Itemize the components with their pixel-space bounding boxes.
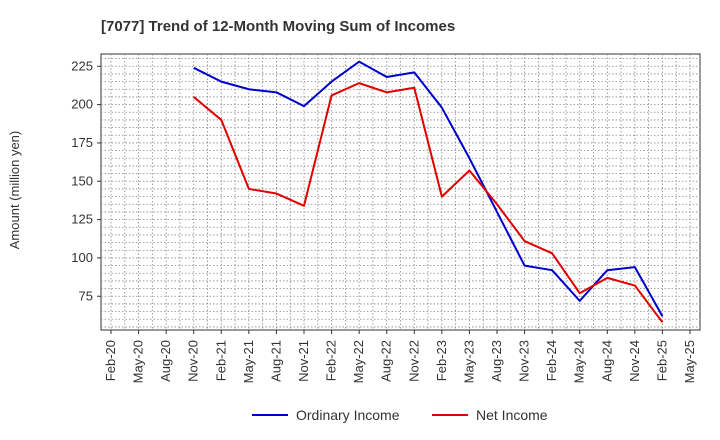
y-tick-label: 150: [71, 173, 93, 188]
x-tick-label: Feb-22: [324, 340, 339, 381]
y-tick-label: 175: [71, 135, 93, 150]
grid-lines: [101, 54, 700, 330]
x-axis-ticks: Feb-20 May-20 Aug-20 Nov-20 Feb-21 May-21 Aug-…: [103, 330, 697, 383]
x-tick-label: Feb-23: [434, 340, 449, 381]
chart-title: [7077] Trend of 12-Month Moving Sum of I…: [101, 18, 455, 35]
x-tick-label: Nov-21: [296, 340, 311, 382]
y-tick-label: 200: [71, 97, 93, 112]
x-tick-label: Aug-24: [599, 340, 614, 382]
y-axis-label: Amount (million yen): [7, 131, 22, 250]
y-tick-label: 75: [79, 288, 93, 303]
x-tick-label: May-23: [461, 340, 476, 383]
x-tick-label: Aug-23: [489, 340, 504, 382]
x-tick-label: May-24: [572, 340, 587, 383]
x-tick-label: Feb-24: [544, 340, 559, 381]
y-tick-label: 225: [71, 58, 93, 73]
legend: Ordinary Income Net Income: [252, 407, 548, 423]
series-line-ordinary-income: [193, 60, 664, 317]
legend-label: Ordinary Income: [296, 407, 400, 423]
x-tick-label: Aug-21: [268, 340, 283, 382]
x-tick-label: Aug-22: [379, 340, 394, 382]
x-tick-label: Feb-25: [654, 340, 669, 381]
x-tick-label: May-25: [682, 340, 697, 383]
y-tick-label: 100: [71, 250, 93, 265]
x-tick-label: Aug-20: [158, 340, 173, 382]
series-line-net-income: [193, 82, 664, 323]
series-lines: [193, 60, 664, 323]
y-tick-label: 125: [71, 212, 93, 227]
x-tick-label: Nov-24: [627, 340, 642, 382]
x-tick-label: Feb-20: [103, 340, 118, 381]
x-tick-label: May-22: [351, 340, 366, 383]
x-tick-label: Nov-23: [517, 340, 532, 382]
x-tick-label: Nov-20: [186, 340, 201, 382]
legend-label: Net Income: [476, 407, 548, 423]
y-axis-ticks: 75 100 125 150 175 200 225: [71, 58, 101, 303]
x-tick-label: Nov-22: [406, 340, 421, 382]
x-tick-label: May-20: [131, 340, 146, 383]
x-tick-label: May-21: [241, 340, 256, 383]
x-tick-label: Feb-21: [213, 340, 228, 381]
